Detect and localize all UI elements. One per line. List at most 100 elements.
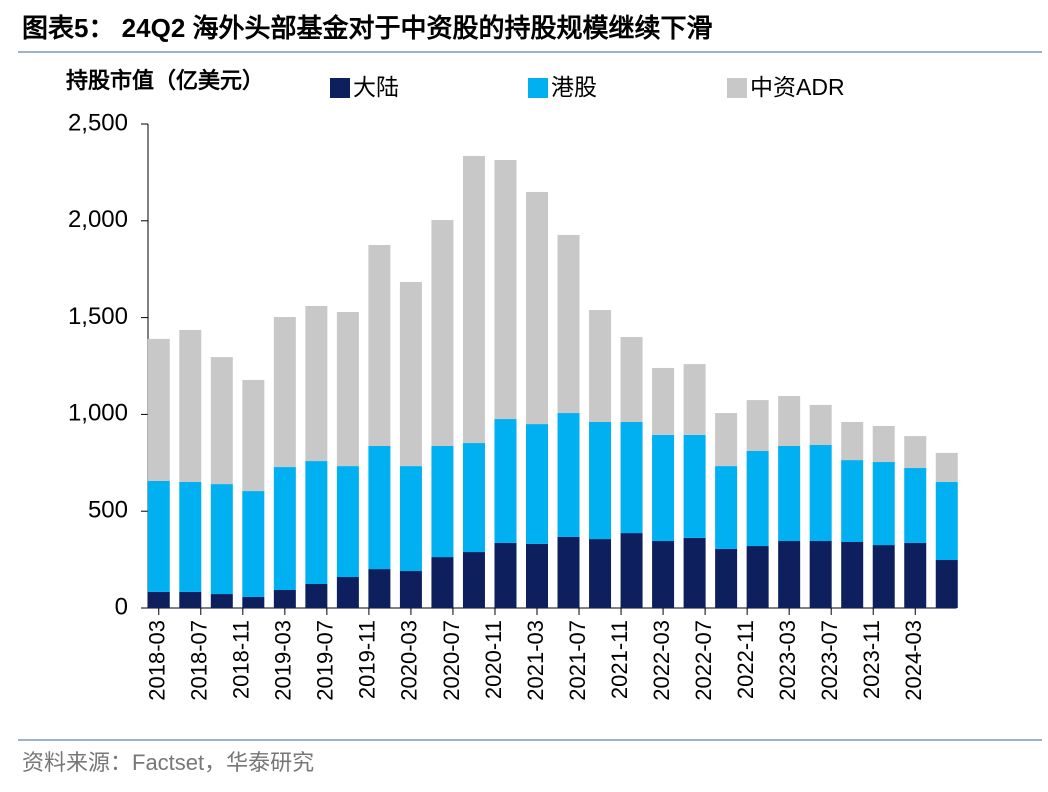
x-tick-label: 2021-11 xyxy=(607,620,632,699)
bar-segment xyxy=(620,533,643,608)
bar-segment xyxy=(431,445,454,558)
bar-segment xyxy=(336,577,359,608)
x-tick-label: 2019-11 xyxy=(355,620,380,699)
bar-segment xyxy=(935,452,958,482)
bar-segment xyxy=(935,559,958,608)
bar-segment xyxy=(715,548,738,608)
bar-segment xyxy=(242,491,265,597)
bar-segment xyxy=(242,379,265,492)
bar-segment xyxy=(368,445,391,570)
bar-segment xyxy=(904,468,927,543)
bar-segment xyxy=(683,434,706,538)
bar-segment xyxy=(526,191,548,425)
bar-segment xyxy=(147,480,170,592)
bar-segment xyxy=(652,434,675,542)
bar-segment xyxy=(872,426,895,463)
source: 资料来源：Factset，华泰研究 xyxy=(22,750,314,775)
x-tick-label: 2018-07 xyxy=(187,620,212,701)
bar-segment xyxy=(431,557,454,608)
bar-segment xyxy=(336,311,359,467)
bar-segment xyxy=(179,591,202,608)
x-tick-label: 2021-03 xyxy=(523,620,548,701)
bar-segment xyxy=(526,543,548,608)
bar-segment xyxy=(904,542,927,608)
bar-segment xyxy=(935,481,958,560)
x-tick-label: 2024-03 xyxy=(901,620,926,701)
bar-segment xyxy=(683,364,706,435)
bar-segment xyxy=(841,421,864,461)
bar-segment xyxy=(778,445,801,542)
bar-segment xyxy=(462,552,485,608)
bar-segment xyxy=(431,220,454,446)
legend-swatch xyxy=(727,78,747,98)
x-tick-label: 2023-11 xyxy=(859,620,884,699)
bar-segment xyxy=(399,571,422,608)
bar-segment xyxy=(557,234,580,414)
bar-segment xyxy=(147,591,170,608)
bar-segment xyxy=(715,466,738,549)
bar-segment xyxy=(399,281,422,467)
bar-segment xyxy=(210,484,233,595)
bar-segment xyxy=(557,413,580,537)
bar-segment xyxy=(399,466,422,572)
x-tick-label: 2020-11 xyxy=(481,620,506,699)
bar-segment xyxy=(746,400,769,451)
y-axis-label: 持股市值（亿美元） xyxy=(66,68,264,93)
y-tick-label: 0 xyxy=(115,593,128,620)
bar-segment xyxy=(368,569,391,608)
bar-segment xyxy=(841,541,864,608)
bar-segment xyxy=(652,541,675,608)
legend-swatch xyxy=(330,78,350,98)
bar-segment xyxy=(589,310,612,422)
bar-segment xyxy=(809,444,832,542)
x-tick-label: 2022-03 xyxy=(649,620,674,701)
legend-label: 港股 xyxy=(551,74,597,100)
bar-segment xyxy=(746,450,769,547)
bar-segment xyxy=(305,461,328,584)
bar-segment xyxy=(147,338,170,481)
x-tick-label: 2021-07 xyxy=(565,620,590,701)
chart-title: 图表5： 24Q2 海外头部基金对于中资股的持股规模继续下滑 xyxy=(22,13,713,43)
x-tick-label: 2023-07 xyxy=(817,620,842,701)
bar-segment xyxy=(778,541,801,608)
bar-segment xyxy=(210,357,233,485)
bar-segment xyxy=(557,536,580,608)
bar-segment xyxy=(494,419,517,543)
y-tick-label: 2,500 xyxy=(68,109,128,136)
x-tick-label: 2022-07 xyxy=(691,620,716,701)
y-tick-label: 1,500 xyxy=(68,303,128,330)
x-tick-label: 2019-07 xyxy=(313,620,338,701)
bar-segment xyxy=(462,155,485,444)
x-tick-label: 2020-07 xyxy=(439,620,464,701)
bar-segment xyxy=(809,404,832,445)
x-tick-label: 2018-03 xyxy=(145,620,170,701)
bar-segment xyxy=(273,589,296,608)
bar-segment xyxy=(589,421,612,540)
bar-segment xyxy=(620,336,643,422)
y-tick-label: 1,000 xyxy=(68,400,128,427)
legend-swatch xyxy=(528,78,548,98)
bar-segment xyxy=(841,460,864,542)
bar-segment xyxy=(368,245,391,446)
bar-segment xyxy=(179,481,202,592)
bar-segment xyxy=(273,467,296,590)
bar-segment xyxy=(526,424,548,544)
bar-segment xyxy=(778,396,801,446)
x-tick-label: 2023-03 xyxy=(775,620,800,701)
y-tick-label: 500 xyxy=(88,497,128,524)
x-tick-label: 2019-03 xyxy=(271,620,296,701)
bar-segment xyxy=(872,545,895,608)
bar-segment xyxy=(746,546,769,608)
y-tick-label: 2,000 xyxy=(68,206,128,233)
bar-segment xyxy=(904,436,927,469)
bar-segment xyxy=(872,462,895,546)
legend-label: 大陆 xyxy=(353,74,399,100)
bar-segment xyxy=(494,160,517,420)
bar-segment xyxy=(683,537,706,608)
bar-segment xyxy=(652,367,675,435)
bar-segment xyxy=(305,305,328,462)
bar-segment xyxy=(273,317,296,468)
bar-segment xyxy=(179,329,202,482)
bar-segment xyxy=(494,542,517,608)
